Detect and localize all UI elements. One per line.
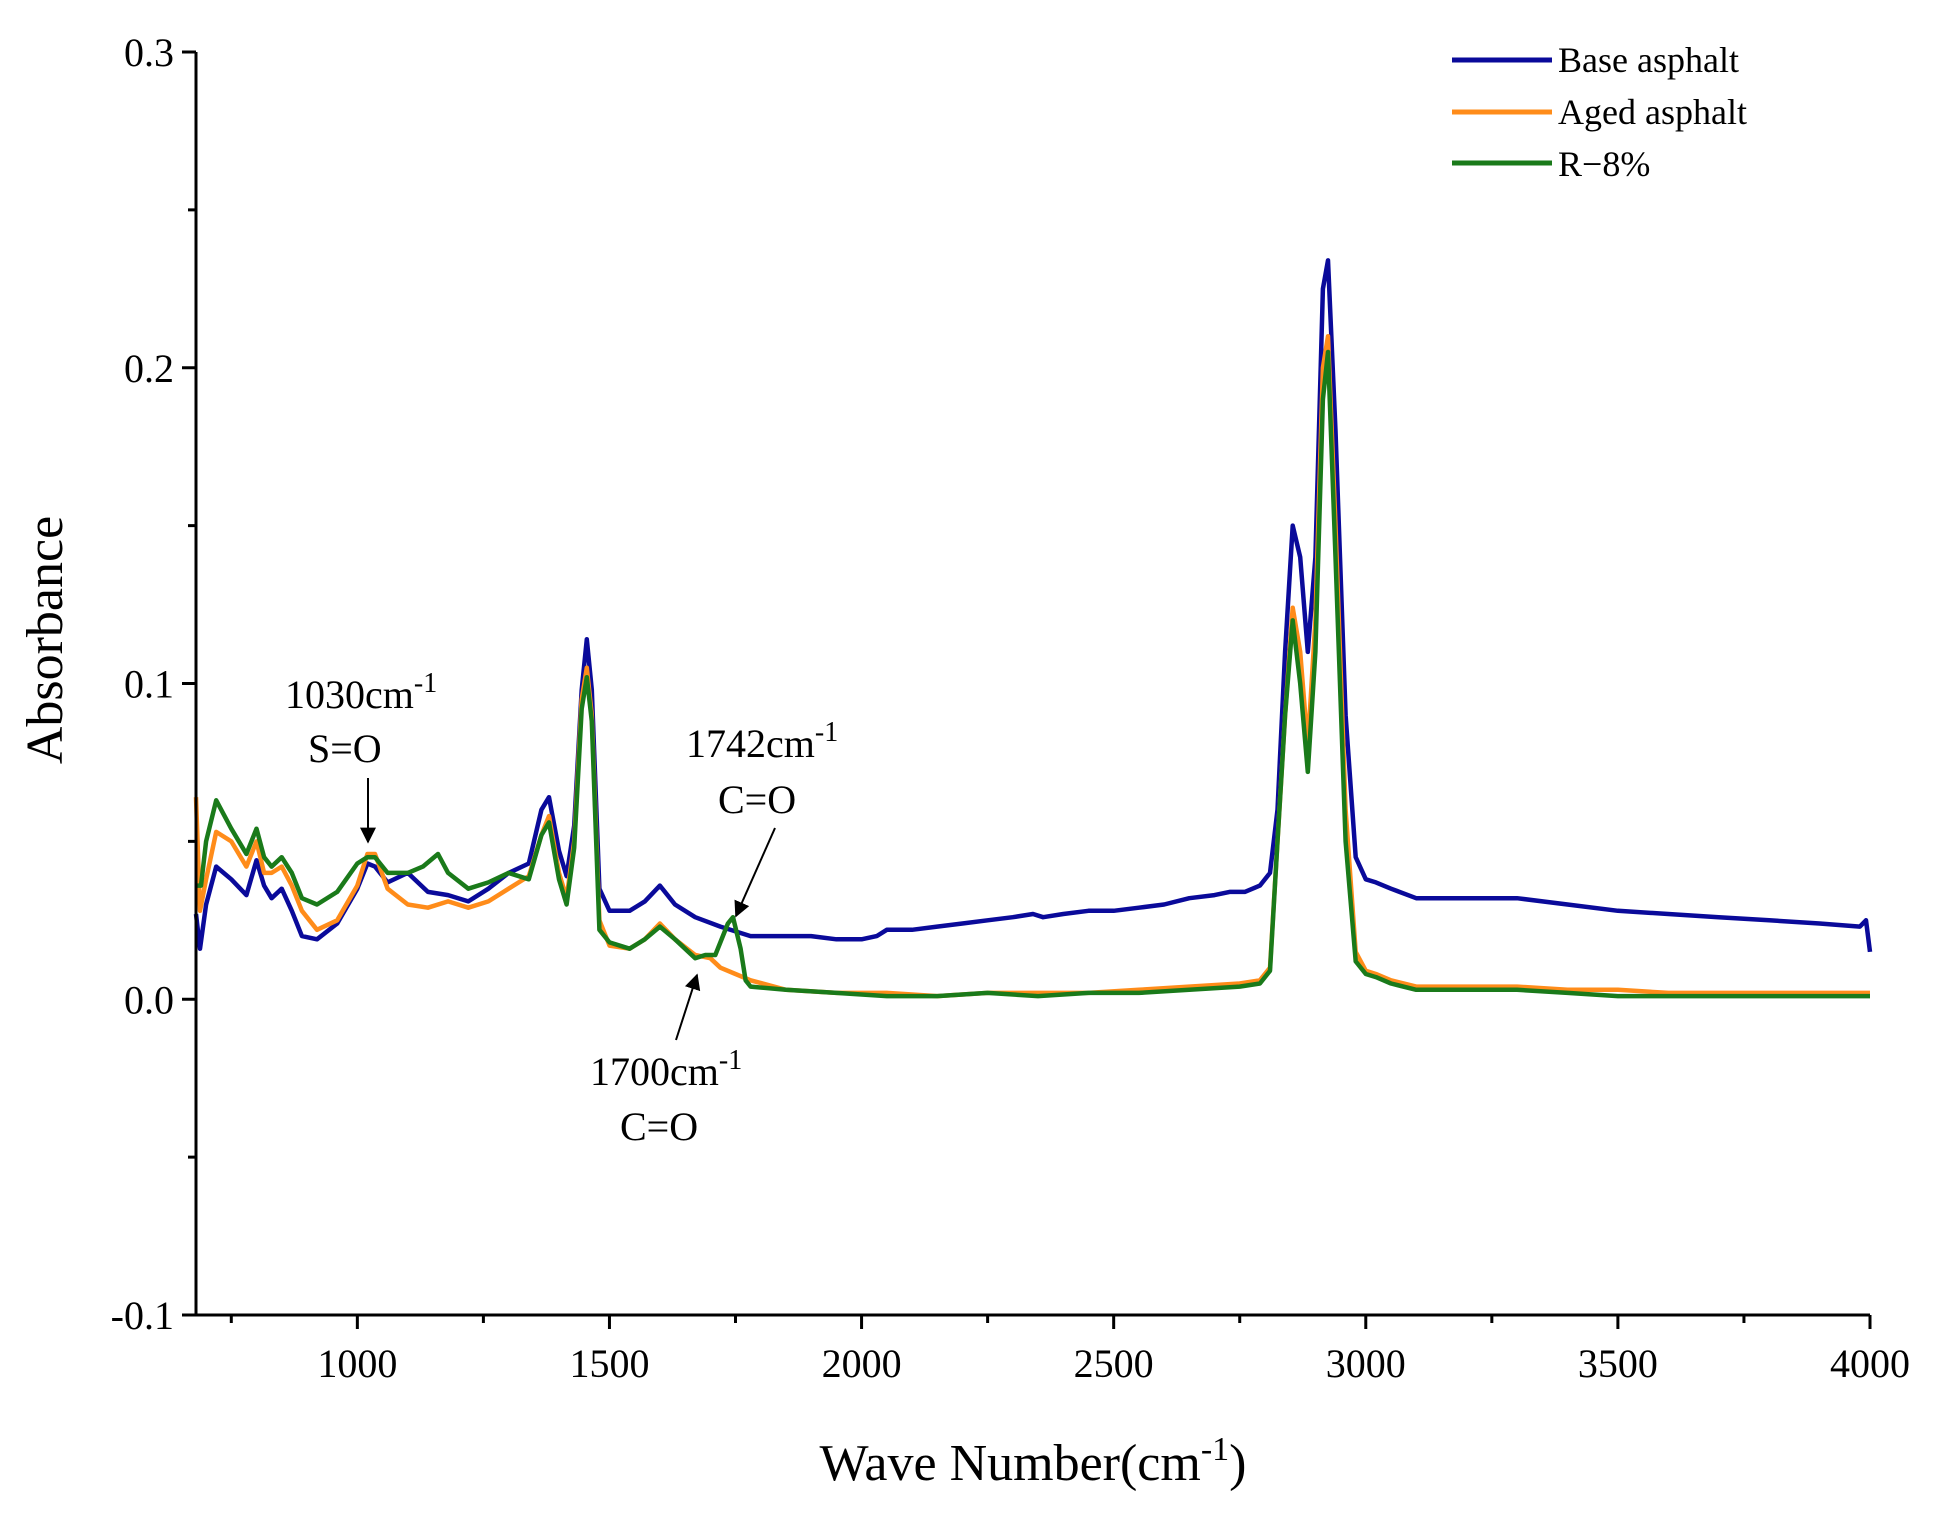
- x-tick-label: 1500: [569, 1341, 649, 1386]
- legend-label-aged: Aged asphalt: [1558, 92, 1747, 132]
- y-tick-label: -0.1: [111, 1293, 174, 1338]
- series-layer: [193, 258, 1873, 999]
- y-tick-label: 0.0: [124, 977, 174, 1022]
- annotation-1700-group: C=O: [620, 1104, 698, 1149]
- x-axis-title: Wave Number(cm-1): [820, 1431, 1247, 1492]
- x-tick-label: 2000: [822, 1341, 902, 1386]
- x-axis-title-main: Wave Number(cm: [820, 1435, 1201, 1492]
- y-tick-label: 0.2: [124, 346, 174, 391]
- x-tick-label: 3500: [1578, 1341, 1658, 1386]
- x-axis-title-close: ): [1229, 1435, 1246, 1492]
- x-tick-label: 2500: [1074, 1341, 1154, 1386]
- annotation-1700-label: 1700cm-1: [590, 1045, 742, 1094]
- annotations: 1030cm-1 S=O 1742cm-1 C=O 1700cm-1 C=O: [285, 668, 838, 1149]
- legend-label-base: Base asphalt: [1558, 40, 1739, 80]
- series-line-0: [193, 258, 1873, 953]
- x-tick-label: 4000: [1830, 1341, 1910, 1386]
- x-tick-label: 3000: [1326, 1341, 1406, 1386]
- annotation-1742-label: 1742cm-1: [686, 717, 838, 766]
- axes: [194, 52, 1870, 1317]
- ticks: 1000 1500 2000 2500 3000 3500 4000 -0.1 0.0 0.1 0.…: [111, 30, 1910, 1386]
- x-axis-title-sup: -1: [1201, 1431, 1229, 1468]
- annotation-1030-group: S=O: [308, 726, 382, 771]
- y-axis-title: Absorbance: [17, 516, 74, 764]
- legend: Base asphalt Aged asphalt R−8%: [1452, 40, 1747, 184]
- annotation-1030-label: 1030cm-1: [285, 668, 437, 717]
- y-tick-label: 0.3: [124, 30, 174, 75]
- legend-label-r8: R−8%: [1558, 144, 1650, 184]
- annotation-1700-arrow: [675, 973, 701, 1041]
- y-tick-label: 0.1: [124, 662, 174, 707]
- annotation-1742-group: C=O: [718, 777, 796, 822]
- series-line-2: [196, 349, 1870, 999]
- x-tick-label: 1000: [317, 1341, 397, 1386]
- annotation-1742-arrow: [734, 827, 776, 918]
